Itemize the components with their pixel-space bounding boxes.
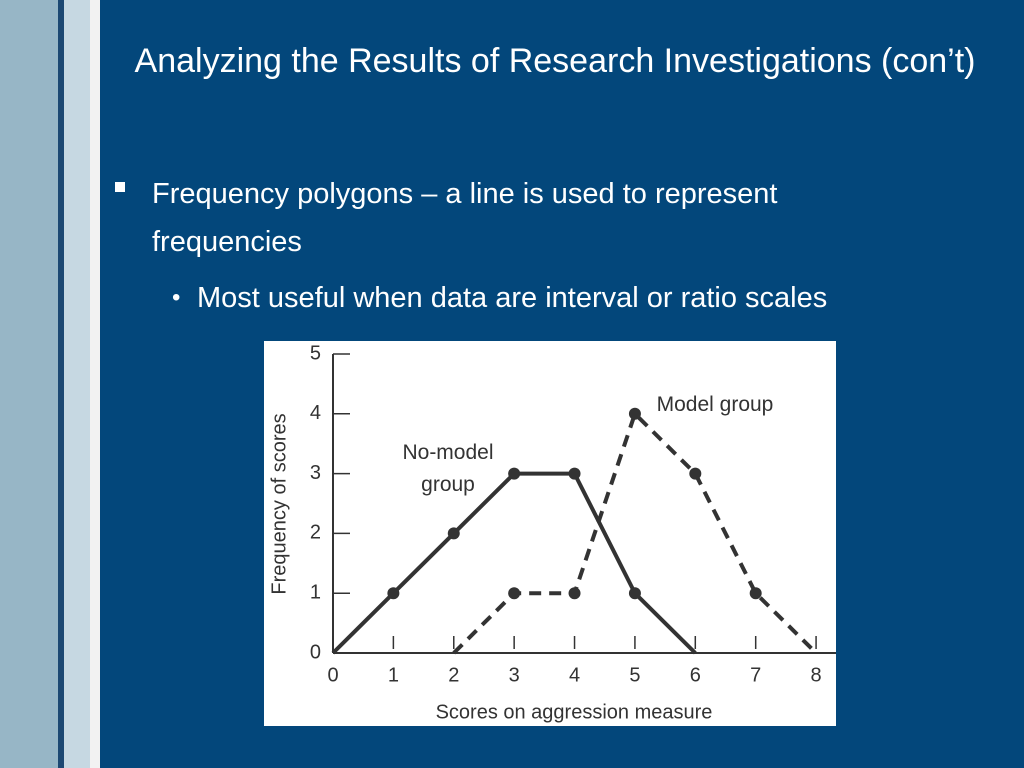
point: [387, 587, 400, 600]
point: [568, 467, 581, 480]
stripe: [0, 0, 58, 768]
point: [568, 587, 581, 600]
y-axis-title: Frequency of scores: [268, 413, 290, 594]
x-tick-label: 2: [448, 664, 459, 686]
bullet-marker: •: [172, 284, 181, 311]
x-tick-label: 5: [629, 664, 640, 686]
chart: Scores on aggression measure Frequency o…: [264, 341, 836, 726]
bullet-marker: [115, 182, 125, 192]
stripe: [90, 0, 100, 768]
x-tick-label: 0: [327, 664, 338, 686]
stripe: [64, 0, 90, 768]
y-tick-label: 0: [310, 641, 321, 663]
sub-bullet: Most useful when data are interval or ra…: [197, 282, 828, 314]
y-tick-label: 2: [310, 522, 321, 544]
point: [447, 527, 460, 540]
x-tick-label: 1: [388, 664, 399, 686]
x-axis-title: Scores on aggression measure: [436, 701, 713, 723]
point: [689, 467, 702, 480]
y-tick-label: 3: [310, 462, 321, 484]
series-label: No-model group: [402, 441, 494, 496]
x-tick-label: 4: [569, 664, 580, 686]
chart-background: [264, 341, 836, 726]
point: [749, 587, 762, 600]
x-tick-label: 3: [509, 664, 520, 686]
point: [628, 587, 641, 600]
x-tick-label: 6: [690, 664, 701, 686]
point: [508, 587, 521, 600]
y-tick-label: 1: [310, 581, 321, 603]
y-tick-label: 5: [310, 342, 321, 364]
point: [628, 407, 641, 420]
bullet: Frequency polygons – a line is used to r…: [152, 178, 778, 258]
y-tick-label: 4: [310, 402, 321, 424]
point: [508, 467, 521, 480]
stripe: [58, 0, 64, 768]
x-tick-label: 7: [750, 664, 761, 686]
slide-title: Analyzing the Results of Research Invest…: [134, 42, 976, 80]
x-tick-label: 8: [811, 664, 822, 686]
series-label: Model group: [656, 393, 774, 416]
